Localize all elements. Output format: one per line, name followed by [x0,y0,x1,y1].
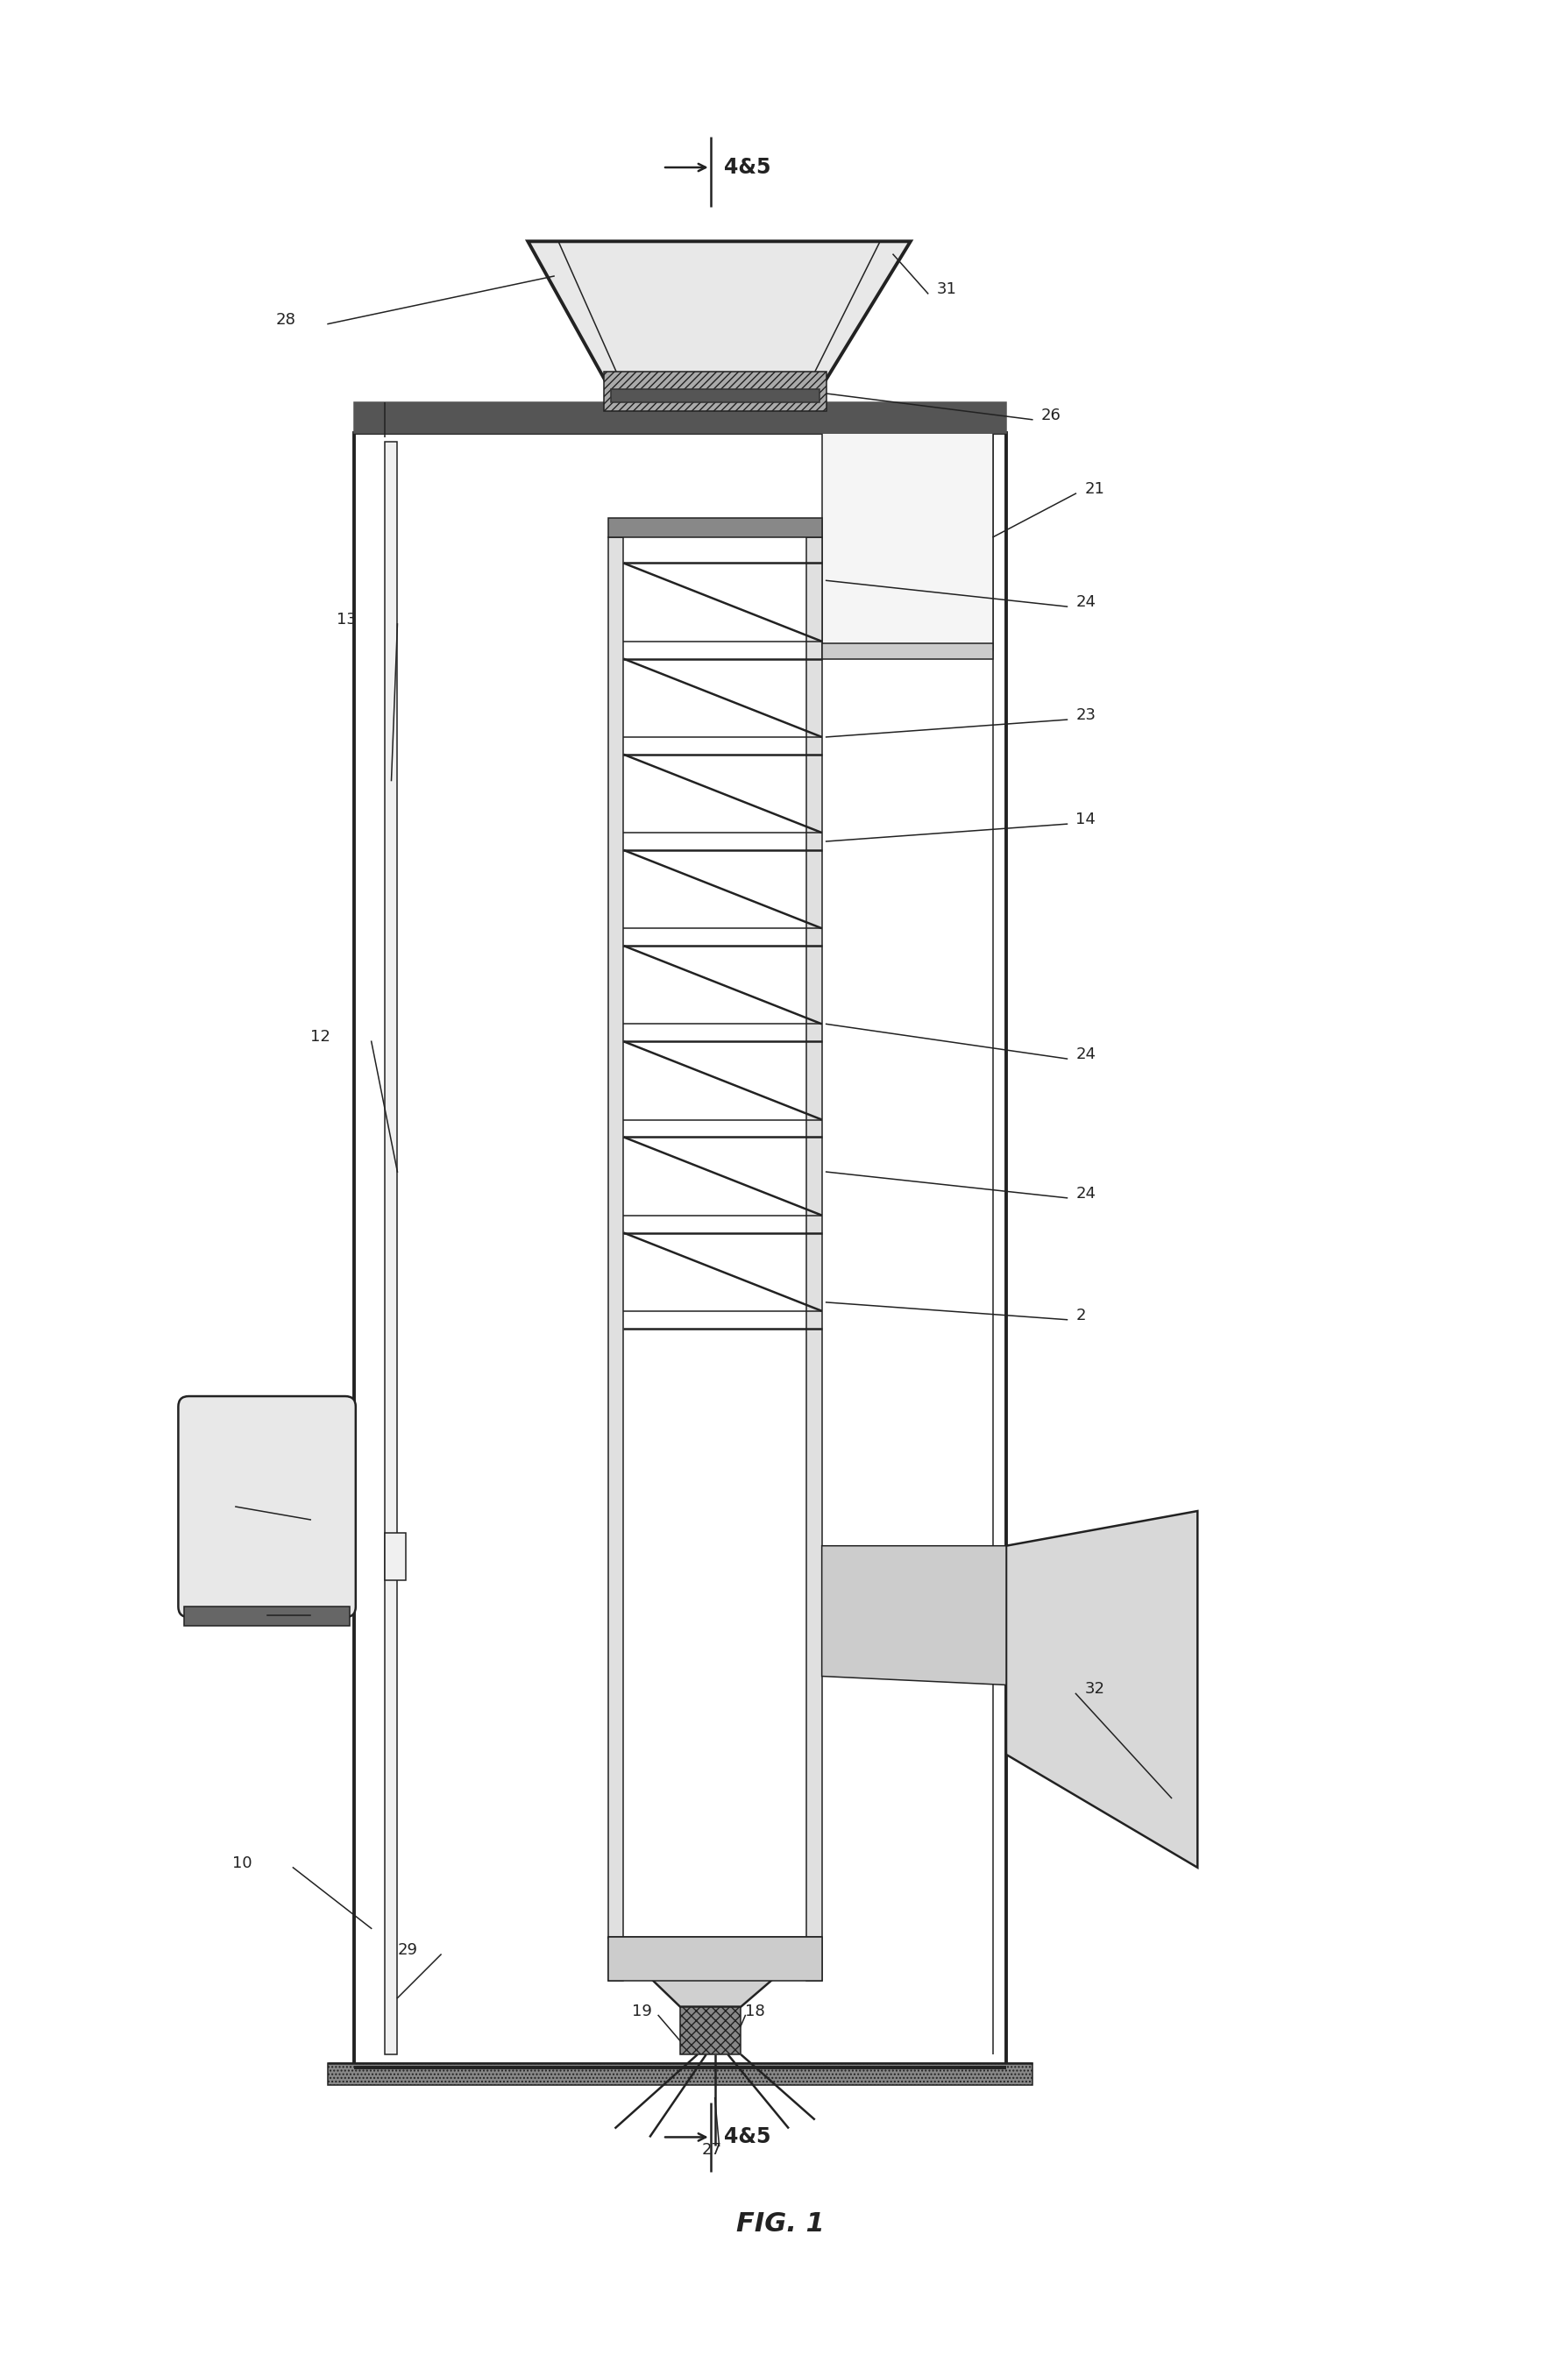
Text: 17: 17 [249,1604,270,1618]
Text: 21: 21 [1085,480,1104,497]
Text: 24: 24 [1076,1185,1096,1201]
FancyBboxPatch shape [179,1397,356,1618]
Text: 4&5: 4&5 [723,158,770,179]
Bar [822,643,993,659]
Text: 19: 19 [632,2004,652,2018]
Text: 24: 24 [1076,1046,1096,1062]
Bar [384,440,397,2054]
Text: 14: 14 [1076,812,1096,827]
Text: 29: 29 [397,1943,417,1957]
Bar [806,537,822,1981]
Bar [185,1606,350,1625]
Text: 26: 26 [1041,407,1062,424]
Polygon shape [528,240,911,398]
Bar [608,518,822,537]
Bar [354,403,1007,433]
Bar [822,433,993,650]
Bar [384,1533,406,1580]
Text: 18: 18 [745,2004,765,2018]
Text: 27: 27 [702,2143,721,2157]
Bar [610,389,818,403]
Text: 28: 28 [276,311,296,327]
Text: FIG. 1: FIG. 1 [735,2211,825,2237]
Text: 2: 2 [1076,1307,1087,1324]
Text: 13: 13 [337,612,356,626]
Bar [681,2006,742,2054]
Bar [608,1938,822,1981]
Text: 12: 12 [310,1029,331,1046]
Polygon shape [1007,1512,1198,1868]
Text: 23: 23 [1076,706,1096,723]
Text: 10: 10 [232,1856,252,1872]
Polygon shape [822,1545,1007,1684]
Bar [354,433,1007,2068]
Text: 4&5: 4&5 [723,2127,770,2148]
Text: 31: 31 [936,280,956,297]
Bar [604,372,826,410]
Bar [608,537,624,1981]
Bar [328,2063,1032,2084]
Text: 32: 32 [1085,1681,1104,1698]
Polygon shape [608,1938,822,2006]
Text: 24: 24 [1076,593,1096,610]
Text: 16: 16 [249,1507,270,1524]
